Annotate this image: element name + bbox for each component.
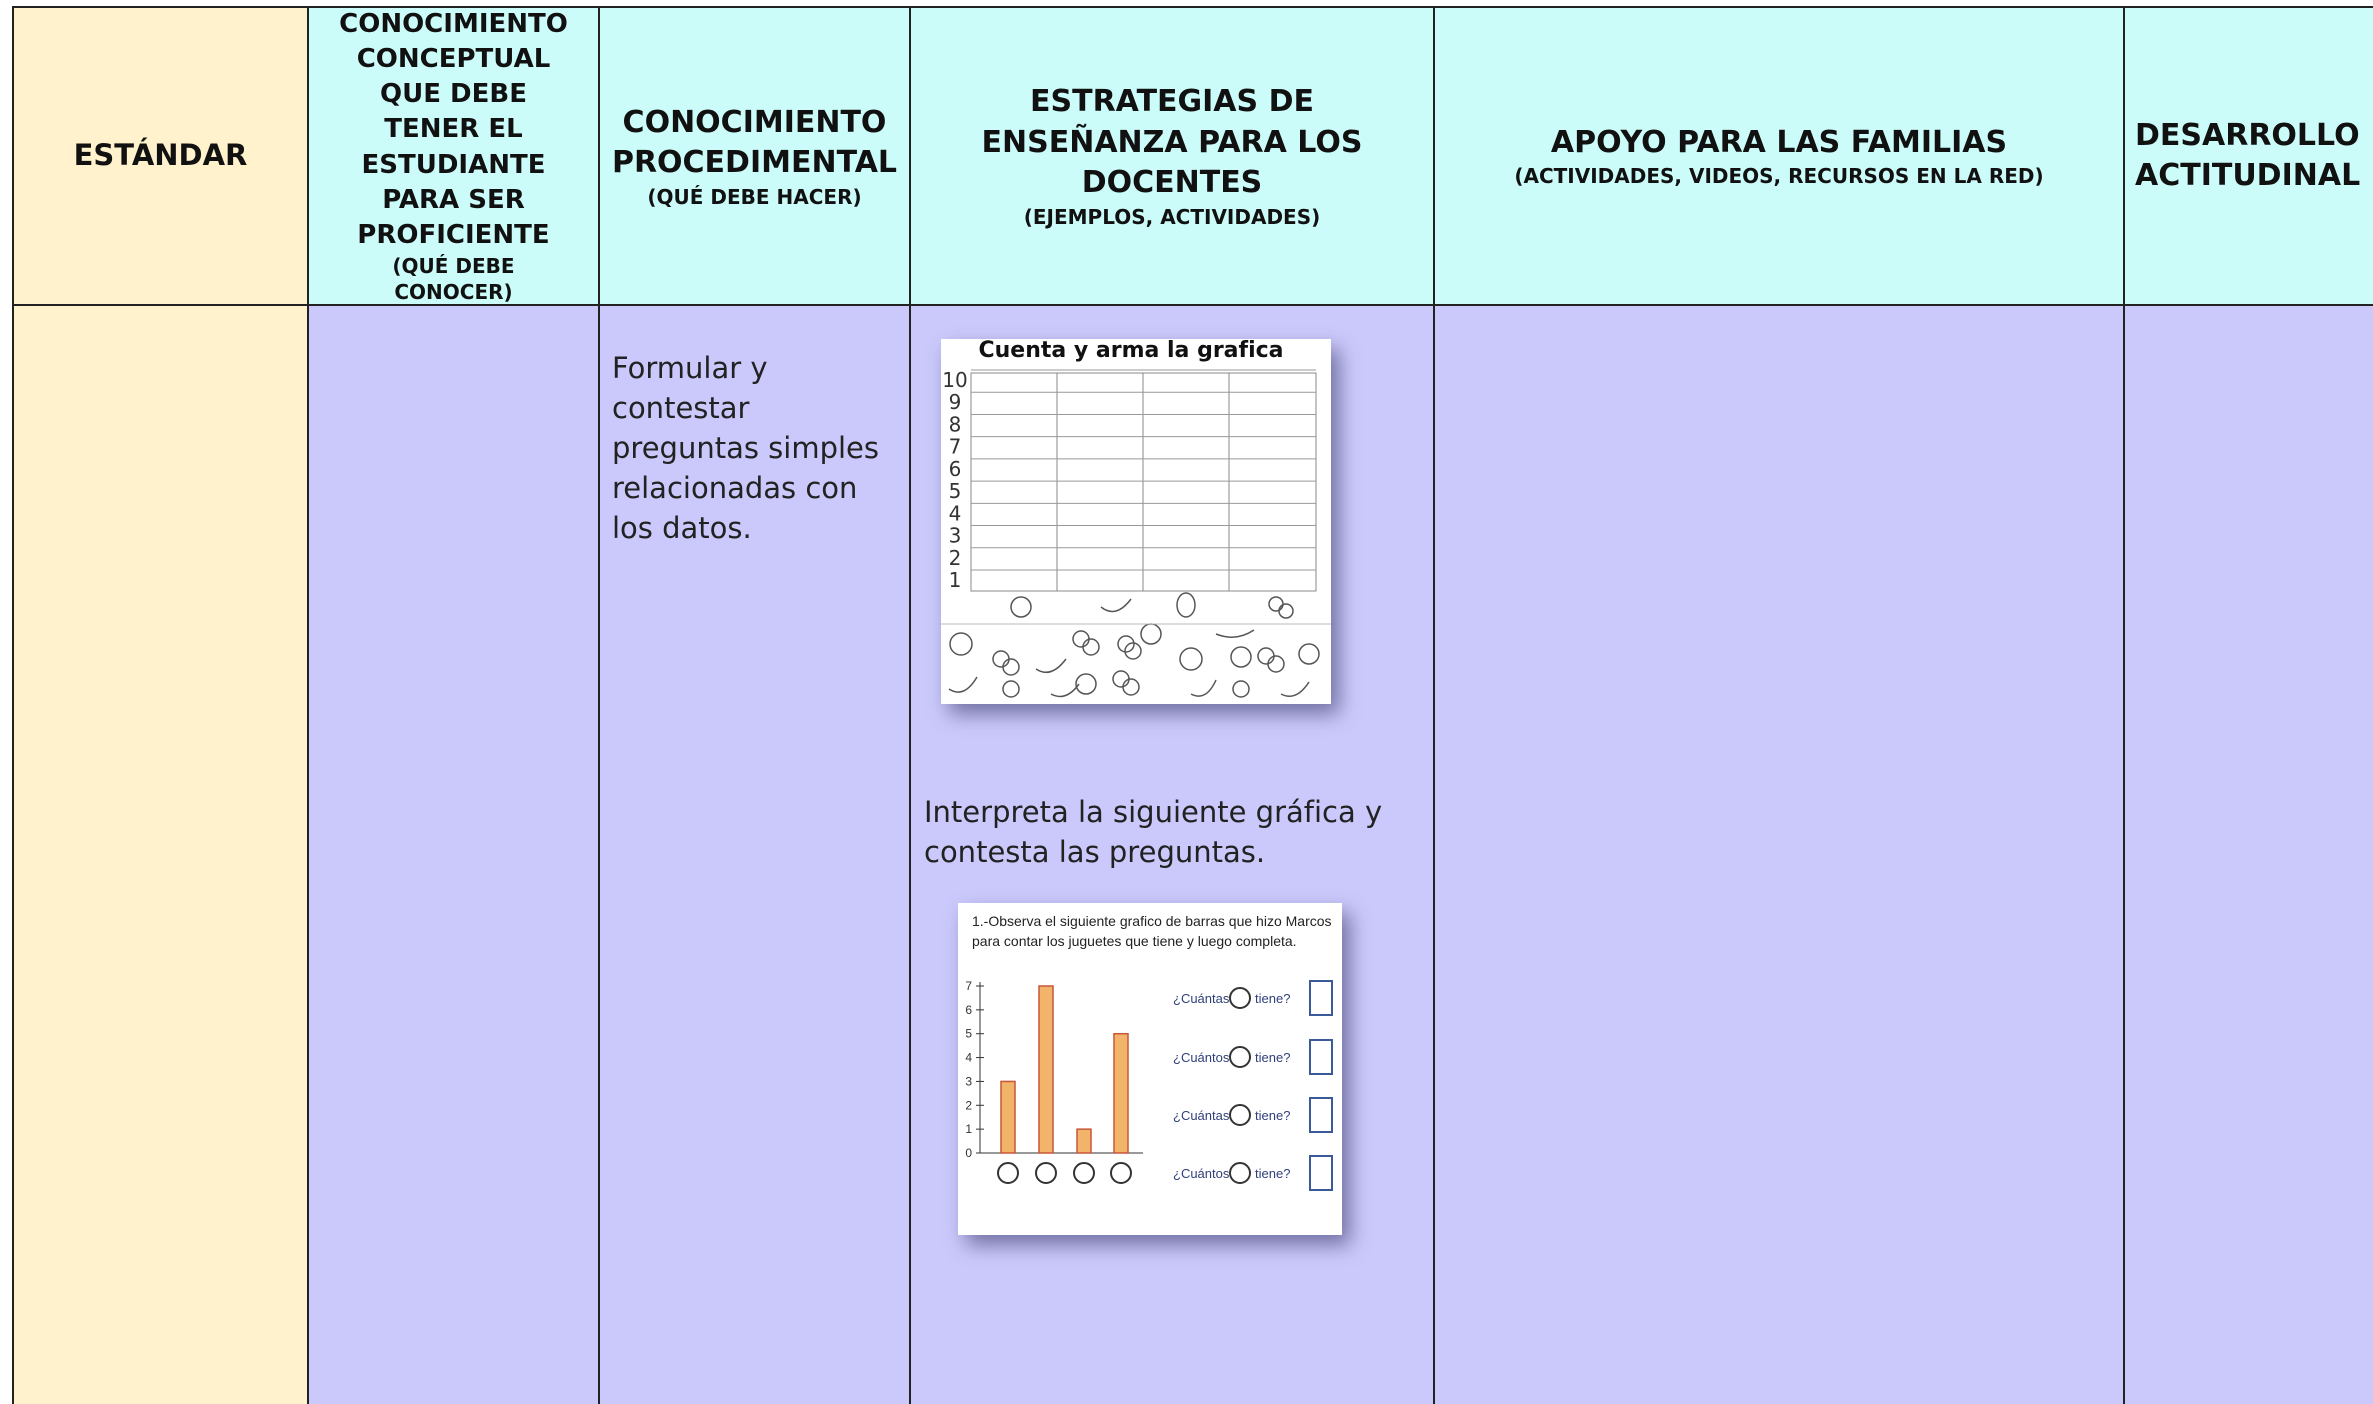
header-cell: CONOCIMIENTO CONCEPTUAL QUE DEBE TENER E… [307, 6, 598, 304]
y-tick-label: 7 [965, 979, 972, 993]
toy-icon [1229, 1104, 1251, 1126]
y-tick-label: 9 [949, 390, 962, 414]
worksheet-instruction: 1.-Observa el siguiente grafico de barra… [972, 913, 1332, 949]
body-cell [307, 304, 598, 1404]
y-tick-label: 5 [949, 479, 962, 503]
procedural-text: Formular y contestar preguntas simples r… [612, 351, 880, 545]
header-subtitle: (EJEMPLOS, ACTIVIDADES) [1023, 204, 1321, 229]
header-title: ESTÁNDAR [73, 138, 248, 173]
toy-icon [997, 1162, 1019, 1184]
question-text: tiene? [1255, 1166, 1290, 1181]
answer-box [1309, 1155, 1333, 1191]
worksheet-title: Cuenta y arma la grafica [978, 339, 1283, 363]
body-cell [2123, 304, 2373, 1404]
bar [1038, 985, 1054, 1154]
header-title: CONOCIMIENTO PROCEDIMENTAL [611, 104, 898, 181]
header-title: APOYO PARA LAS FAMILIAS [1550, 124, 2008, 160]
header-cell: ESTÁNDAR [12, 6, 307, 304]
question-text: ¿Cuántas [1173, 991, 1230, 1006]
toy-icon [1229, 1046, 1251, 1068]
question-text: ¿Cuántas [1173, 1108, 1230, 1123]
body-cell [12, 304, 307, 1404]
toy-icon [1035, 1162, 1057, 1184]
y-tick-label: 4 [965, 1051, 972, 1065]
y-tick-label: 4 [949, 501, 962, 525]
body-cell: Formular y contestar preguntas simples r… [598, 304, 909, 1404]
y-tick-label: 6 [965, 1003, 972, 1017]
bar [1113, 1032, 1129, 1154]
bar [1076, 1128, 1092, 1154]
y-tick-label: 6 [949, 457, 962, 481]
instruction-box: 1.-Observa el siguiente grafico de barra… [972, 913, 1332, 949]
body-cell [1433, 304, 2123, 1404]
y-tick-label: 5 [965, 1027, 972, 1041]
question-text: ¿Cuántos [1173, 1166, 1230, 1181]
y-tick-label: 3 [949, 524, 962, 548]
question-text: tiene? [1255, 1108, 1290, 1123]
question-text: tiene? [1255, 1050, 1290, 1065]
y-tick-label: 10 [942, 368, 967, 392]
header-cell: APOYO PARA LAS FAMILIAS (ACTIVIDADES, VID… [1433, 6, 2123, 304]
toy-icon [1229, 1162, 1251, 1184]
fruit-icons [948, 592, 1320, 698]
question-text: ¿Cuántos [1173, 1050, 1230, 1065]
y-tick-label: 0 [965, 1146, 972, 1160]
worksheet-image: 1.-Observa el siguiente grafico de barra… [958, 903, 1342, 1235]
y-tick-label: 2 [965, 1098, 972, 1112]
header-title: CONOCIMIENTO CONCEPTUAL QUE DEBE TENER E… [339, 9, 568, 250]
toy-icon [1073, 1162, 1095, 1184]
bar [1000, 1080, 1016, 1154]
header-title: DESARROLLO ACTITUDINAL [2135, 117, 2361, 194]
y-tick-label: 1 [965, 1122, 972, 1136]
header-cell: ESTRATEGIAS DE ENSEÑANZA PARA LOS DOCENT… [909, 6, 1433, 304]
y-tick-label: 8 [949, 412, 962, 436]
toy-icon [1110, 1162, 1132, 1184]
header-subtitle: (QUÉ DEBE CONOCER) [392, 253, 515, 304]
header-cell: DESARROLLO ACTITUDINAL [2123, 6, 2373, 304]
toy-icon [1229, 987, 1251, 1009]
y-tick-label: 3 [965, 1074, 972, 1088]
header-cell: CONOCIMIENTO PROCEDIMENTAL (QUÉ DEBE HACE… [598, 6, 909, 304]
header-subtitle: (QUÉ DEBE HACER) [647, 184, 862, 209]
y-tick-label: 2 [949, 546, 962, 570]
y-tick-label: 1 [949, 568, 962, 592]
header-subtitle: (ACTIVIDADES, VIDEOS, RECURSOS EN LA RED… [1514, 164, 2044, 189]
header-title: ESTRATEGIAS DE ENSEÑANZA PARA LOS DOCENT… [981, 84, 1363, 201]
question-text: tiene? [1255, 991, 1290, 1006]
answer-box [1309, 1039, 1333, 1075]
y-tick-label: 7 [949, 435, 962, 459]
answer-box [1309, 980, 1333, 1016]
answer-box [1309, 1097, 1333, 1133]
strategy-text: Interpreta la siguiente gráfica y contes… [924, 795, 1383, 869]
